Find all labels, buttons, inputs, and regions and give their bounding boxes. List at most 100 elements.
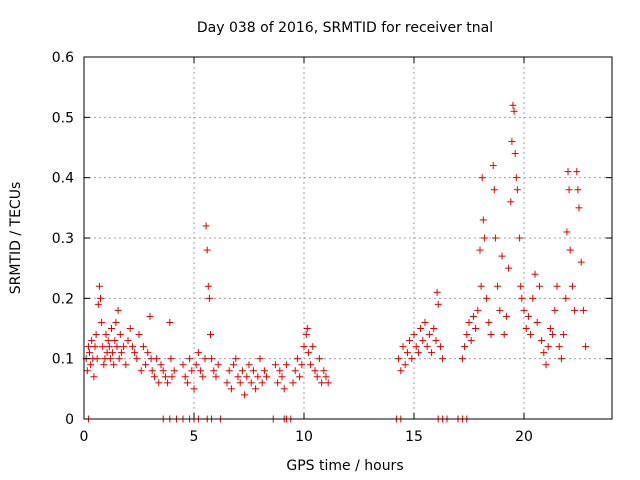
data-point [483, 294, 491, 302]
data-point [110, 361, 118, 369]
data-point [568, 282, 576, 290]
data-point [428, 349, 436, 357]
data-point [124, 337, 132, 345]
data-point [87, 361, 95, 369]
data-point [227, 385, 235, 393]
data-point [157, 361, 165, 369]
data-point [421, 318, 429, 326]
data-point [509, 101, 517, 109]
data-point [508, 137, 516, 145]
data-point [83, 367, 91, 375]
x-tick-label: 5 [190, 429, 199, 445]
data-points [82, 101, 590, 423]
data-point [498, 252, 506, 260]
data-point [133, 355, 141, 363]
data-point [313, 373, 321, 381]
data-point [155, 379, 163, 387]
data-point [479, 216, 487, 224]
data-point [311, 367, 319, 375]
data-point [399, 343, 407, 351]
y-axis-label: SRMTID / TECUs [8, 182, 24, 295]
data-point [434, 300, 442, 308]
data-point [199, 373, 207, 381]
data-point [100, 361, 108, 369]
data-point [477, 282, 485, 290]
x-tick-label: 15 [405, 429, 423, 445]
data-point [131, 349, 139, 357]
data-point [86, 349, 93, 357]
data-point [496, 306, 504, 314]
data-point [291, 367, 299, 375]
data-point [168, 373, 176, 381]
data-point [307, 361, 315, 369]
data-point [522, 325, 530, 332]
data-point [516, 234, 524, 242]
data-point [582, 343, 590, 351]
data-point [491, 234, 499, 242]
data-point [128, 343, 136, 351]
data-point [524, 312, 532, 320]
data-point [161, 373, 169, 381]
data-point [553, 282, 561, 290]
data-point [315, 355, 323, 363]
data-point [91, 343, 99, 351]
data-point [201, 355, 209, 363]
data-point [527, 331, 535, 339]
data-point [419, 337, 427, 345]
data-point [512, 174, 520, 182]
data-point [304, 349, 312, 357]
data-point [114, 306, 122, 314]
data-point [271, 361, 279, 369]
data-point [433, 288, 441, 296]
data-point [203, 246, 211, 254]
data-point [463, 331, 471, 339]
data-point [489, 162, 497, 170]
data-point [167, 355, 175, 363]
y-tick-label: 0 [65, 412, 74, 428]
data-point [490, 186, 498, 194]
y-tick-label: 0.2 [52, 291, 74, 307]
data-point [183, 379, 191, 387]
data-point [238, 367, 246, 375]
data-point [192, 361, 200, 369]
plot-frame [83, 56, 613, 420]
data-point [111, 337, 119, 345]
y-tick-label: 0.6 [52, 50, 74, 66]
data-point [249, 367, 257, 375]
data-point [542, 361, 550, 369]
data-point [190, 385, 198, 393]
data-point [500, 331, 508, 339]
data-point [538, 337, 546, 345]
data-point [113, 343, 121, 351]
data-point [557, 355, 565, 363]
data-point [432, 337, 440, 345]
data-point [208, 355, 216, 363]
data-point [403, 349, 411, 357]
data-point [300, 343, 308, 351]
data-point [115, 355, 123, 363]
data-point [502, 312, 510, 320]
data-point [234, 373, 242, 381]
data-point [474, 306, 482, 314]
data-point [575, 204, 583, 212]
data-point [533, 318, 541, 326]
data-point [436, 343, 444, 351]
data-point [276, 367, 284, 375]
data-point [571, 306, 579, 314]
data-point [225, 367, 233, 375]
data-point [146, 312, 154, 320]
data-point [298, 361, 306, 369]
data-point [309, 343, 317, 351]
data-point [98, 318, 106, 326]
data-point [549, 331, 557, 339]
data-point [120, 343, 128, 351]
data-point [139, 343, 147, 351]
data-point [430, 325, 438, 332]
x-tick-label: 20 [515, 429, 533, 445]
data-point [476, 246, 484, 254]
data-point [551, 306, 559, 314]
data-point [579, 306, 587, 314]
data-point [494, 282, 502, 290]
data-point [465, 318, 473, 326]
data-point [181, 373, 189, 381]
